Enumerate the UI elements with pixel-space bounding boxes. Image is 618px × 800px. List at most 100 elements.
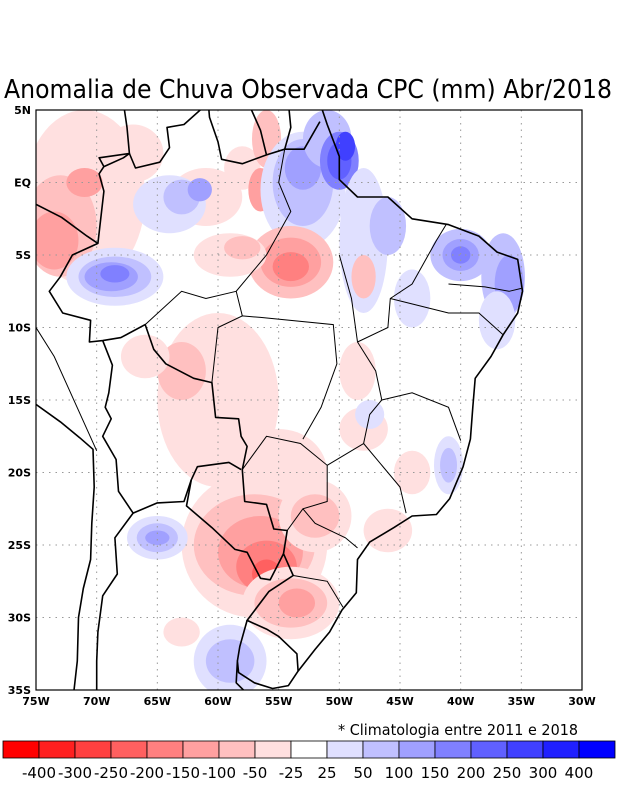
state-border	[390, 298, 504, 336]
anomaly-contour	[100, 265, 130, 283]
anomaly-contour	[393, 269, 431, 328]
colorbar-swatch	[362, 740, 400, 759]
anomaly-contour	[369, 197, 407, 255]
anomaly-contour	[450, 246, 471, 264]
map-title: Anomalia de Chuva Observada CPC (mm) Abr…	[4, 75, 612, 105]
colorbar-label: -150	[166, 764, 200, 782]
colorbar-label: 250	[493, 764, 522, 782]
lat-tick-label: 20S	[8, 467, 31, 480]
colorbar-label: 400	[565, 764, 594, 782]
latitude-axis: 5N EQ 5S 10S 15S 20S 25S 30S 35S	[8, 104, 31, 697]
colorbar-label: -100	[202, 764, 236, 782]
state-border	[448, 283, 522, 292]
state-border	[357, 224, 447, 343]
anomaly-contour	[102, 124, 164, 183]
border-coast	[235, 110, 524, 690]
state-border	[381, 392, 462, 441]
anomaly-contour	[351, 255, 376, 299]
colorbar-swatch	[74, 740, 112, 759]
state-border	[302, 508, 358, 549]
anomaly-contour	[478, 291, 516, 350]
map-plot-area	[36, 110, 582, 690]
colorbar-swatch	[470, 740, 508, 759]
border-bolivia	[101, 340, 242, 514]
state-border	[293, 575, 344, 608]
colorbar-swatch	[2, 740, 40, 759]
colorbar-label: -50	[243, 764, 268, 782]
colorbar	[2, 740, 616, 759]
state-border	[235, 149, 292, 317]
anomaly-contour	[224, 236, 261, 260]
colorbar-swatch	[506, 740, 544, 759]
colorbar-swatch	[146, 740, 184, 759]
climatology-note: * Climatologia entre 2011 e 2018	[338, 721, 578, 739]
state-border	[144, 290, 237, 325]
colorbar-swatch	[434, 740, 472, 759]
anomaly-contour	[290, 494, 340, 538]
colorbar-swatch	[578, 740, 616, 759]
lon-tick-label: 40W	[447, 695, 474, 708]
anomaly-contour	[145, 530, 170, 545]
anomaly-contour	[440, 447, 458, 483]
colorbar-swatch	[218, 740, 256, 759]
colorbar-swatch	[290, 740, 328, 759]
colorbar-label: -250	[94, 764, 128, 782]
colorbar-swatch	[182, 740, 220, 759]
border-west	[36, 402, 95, 690]
lat-tick-label: 35S	[8, 684, 31, 697]
lon-tick-label: 55W	[265, 695, 292, 708]
border-uruguay	[236, 620, 248, 662]
border-guiana	[283, 110, 292, 150]
lon-tick-label: 30W	[568, 695, 595, 708]
border-guyana	[250, 110, 268, 156]
state-border	[36, 325, 98, 452]
lat-tick-label: 15S	[8, 394, 31, 407]
lon-tick-label: 75W	[22, 695, 49, 708]
lon-tick-label: 65W	[144, 695, 171, 708]
colorbar-swatch	[38, 740, 76, 759]
lat-tick-label: 25S	[8, 539, 31, 552]
colorbar-label: -25	[279, 764, 304, 782]
lat-tick-label: 5S	[15, 249, 31, 262]
colorbar-label: 150	[421, 764, 450, 782]
colorbar-label: -400	[22, 764, 56, 782]
border-paraguay	[185, 479, 285, 581]
lon-tick-label: 45W	[386, 695, 413, 708]
anomaly-contour	[163, 617, 200, 647]
anomaly-contour	[36, 211, 79, 270]
anomaly-contour	[120, 334, 170, 379]
border-argentina	[95, 512, 134, 690]
anomaly-contour	[339, 342, 376, 400]
country-borders	[36, 110, 524, 690]
anomaly-contour	[66, 168, 103, 197]
lon-tick-label: 60W	[204, 695, 231, 708]
colorbar-label: 100	[385, 764, 414, 782]
state-border	[363, 443, 407, 514]
colorbar-labels: -400 -300 -250 -200 -150 -100 -50 -25 25 50 100 150…	[22, 764, 593, 782]
border-brazil	[48, 110, 321, 672]
anomaly-contour	[157, 342, 206, 400]
anomaly-contour	[187, 178, 212, 202]
map-frame	[35, 109, 583, 691]
anomaly-contour	[205, 639, 255, 683]
anomaly-contour	[393, 450, 431, 495]
colorbar-swatch	[254, 740, 292, 759]
gridlines	[36, 110, 582, 690]
state-border	[326, 254, 383, 466]
colorbar-label: -200	[130, 764, 164, 782]
lat-tick-label: EQ	[14, 177, 31, 190]
colorbar-label: 300	[529, 764, 558, 782]
colorbar-label: -300	[58, 764, 92, 782]
lat-tick-label: 5N	[14, 104, 31, 117]
lon-tick-label: 35W	[508, 695, 535, 708]
colorbar-swatch	[542, 740, 580, 759]
anomaly-contour	[335, 131, 356, 161]
colorbar-swatch	[110, 740, 148, 759]
anomaly-contour	[272, 252, 309, 282]
lat-tick-label: 30S	[8, 612, 31, 625]
longitude-axis: 75W 70W 65W 60W 55W 50W 45W 40W 35W 30W	[22, 695, 595, 708]
lon-tick-label: 70W	[83, 695, 110, 708]
state-border	[211, 315, 338, 440]
lon-tick-label: 50W	[326, 695, 353, 708]
